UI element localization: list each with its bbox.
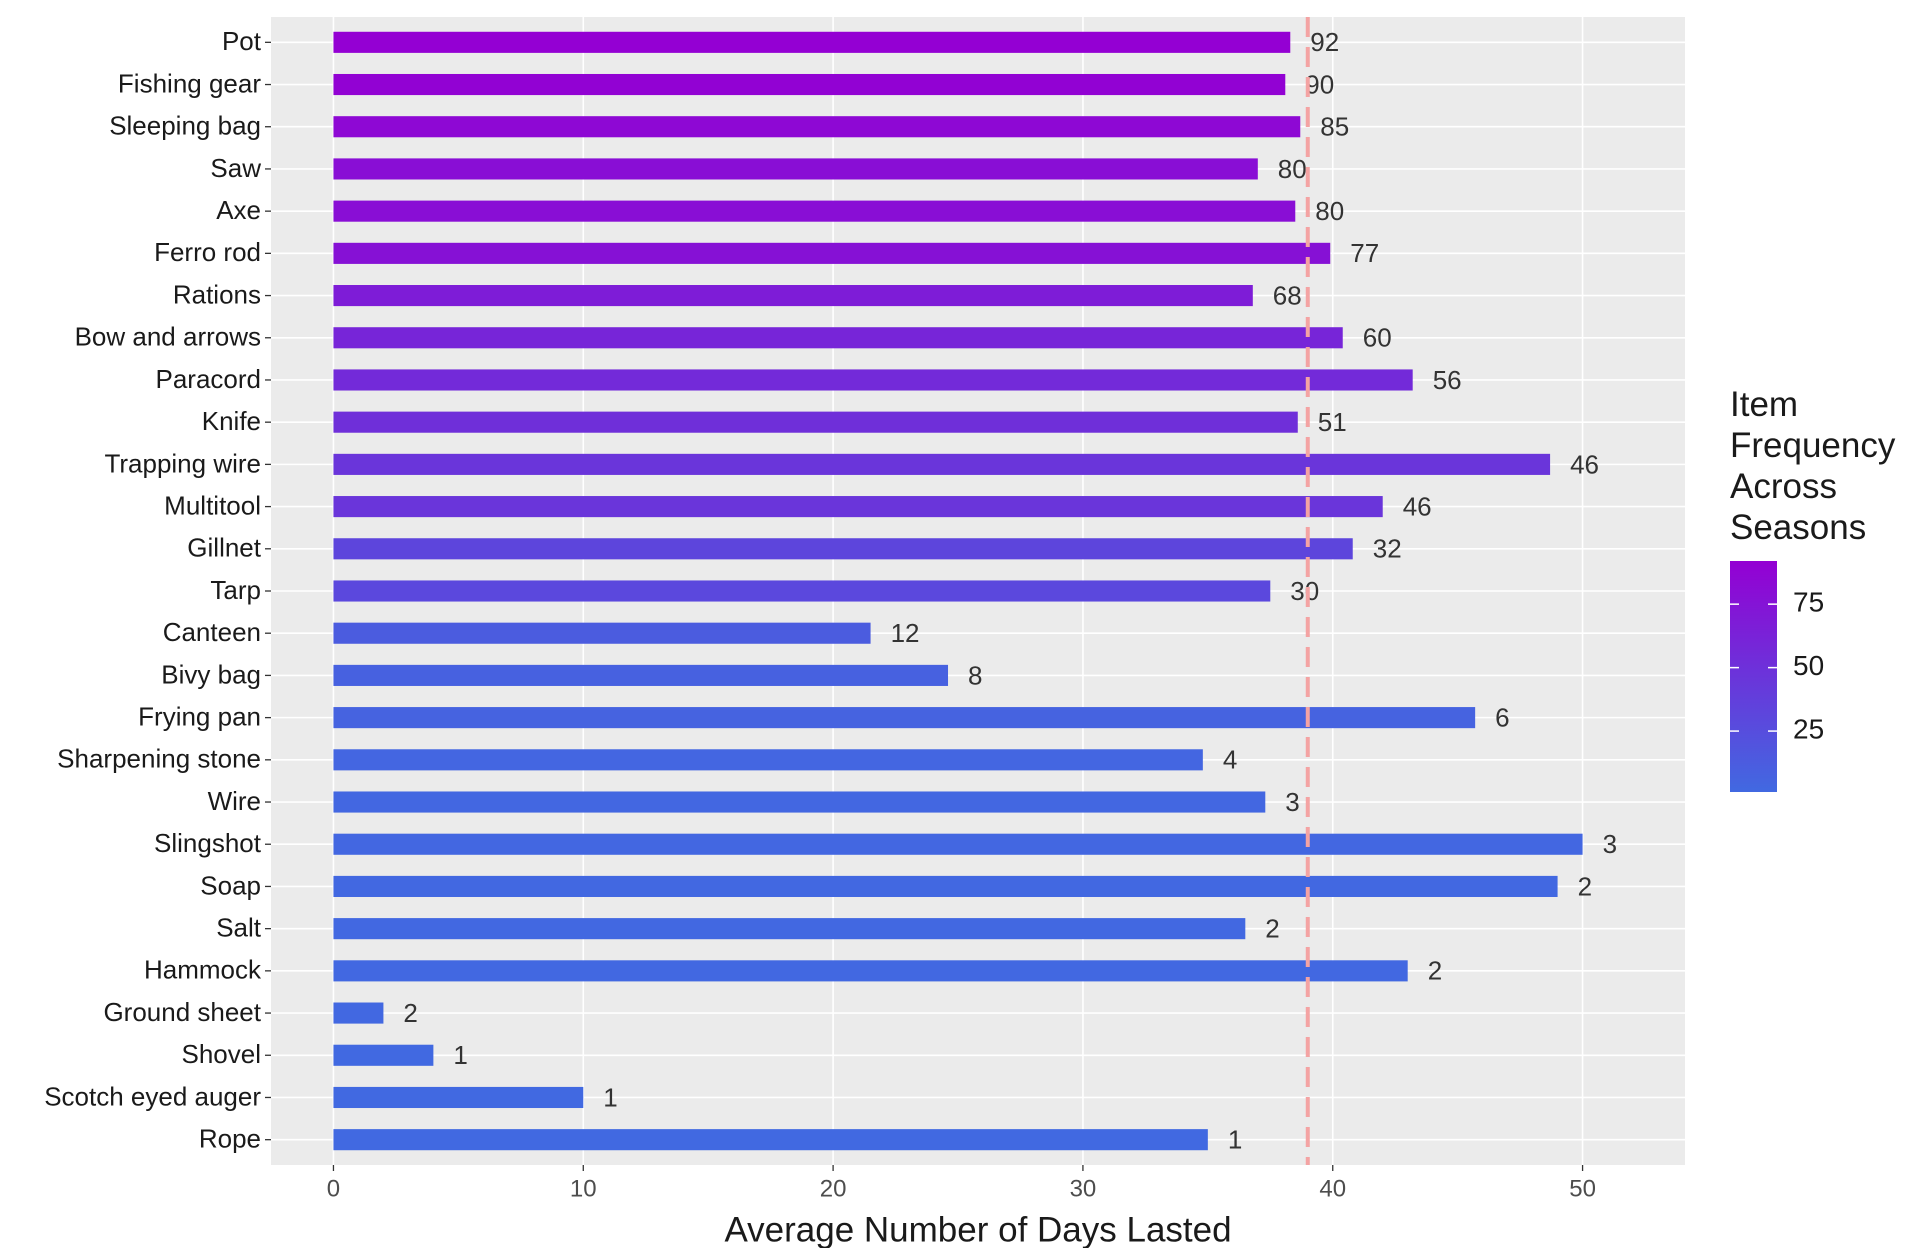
value-label: 6: [1495, 702, 1509, 732]
x-tick-label: 40: [1319, 1175, 1346, 1202]
y-tick-label: Gillnet: [187, 533, 261, 563]
bar: [333, 200, 1296, 222]
y-tick-label: Soap: [200, 870, 261, 900]
x-tick-label: 50: [1569, 1175, 1596, 1202]
y-tick-label: Ferro rod: [154, 237, 261, 267]
bar: [333, 158, 1258, 180]
colorbar-label: 50: [1793, 650, 1824, 681]
value-label: 2: [1428, 956, 1442, 986]
bar: [333, 453, 1551, 475]
bar: [333, 664, 949, 686]
bar: [333, 833, 1583, 855]
bar: [333, 580, 1271, 602]
value-label: 2: [403, 998, 417, 1028]
bar: [333, 1129, 1208, 1151]
bar: [333, 749, 1203, 771]
y-tick-label: Shovel: [182, 1039, 262, 1069]
y-tick-label: Pot: [222, 26, 262, 56]
value-label: 77: [1350, 238, 1379, 268]
y-tick-label: Fishing gear: [118, 68, 261, 98]
y-tick-label: Wire: [208, 786, 261, 816]
y-tick-label: Sleeping bag: [109, 111, 261, 141]
bar: [333, 918, 1246, 940]
value-label: 2: [1578, 871, 1592, 901]
y-tick-label: Tarp: [210, 575, 261, 605]
bar: [333, 411, 1298, 433]
value-label: 3: [1603, 829, 1617, 859]
colorbar: [1730, 561, 1777, 792]
value-label: 92: [1310, 27, 1339, 57]
y-tick-label: Hammock: [144, 955, 262, 985]
y-tick-label: Paracord: [156, 364, 262, 394]
bar: [333, 1044, 434, 1066]
value-label: 1: [453, 1040, 467, 1070]
value-label: 46: [1570, 449, 1599, 479]
value-label: 3: [1285, 787, 1299, 817]
bar: [333, 1086, 584, 1109]
bar: [333, 875, 1558, 897]
y-tick-label: Multitool: [164, 490, 261, 520]
y-tick-label: Axe: [216, 195, 261, 225]
colorbar-label: 25: [1793, 713, 1824, 744]
value-label: 60: [1363, 323, 1392, 353]
y-tick-label: Frying pan: [138, 701, 261, 731]
y-tick-label: Rope: [199, 1124, 261, 1154]
y-tick-label: Slingshot: [154, 828, 262, 858]
y-tick-label: Sharpening stone: [57, 744, 261, 774]
x-tick-label: 20: [820, 1175, 847, 1202]
bar: [333, 538, 1353, 560]
y-tick-label: Bivy bag: [161, 659, 261, 689]
bar: [333, 1002, 384, 1024]
y-tick-label: Knife: [202, 406, 261, 436]
bar: [333, 707, 1476, 729]
y-tick-label: Saw: [210, 153, 261, 183]
value-label: 2: [1265, 914, 1279, 944]
value-label: 1: [603, 1082, 617, 1112]
value-label: 85: [1320, 112, 1349, 142]
bar: [333, 791, 1266, 813]
value-label: 1: [1228, 1125, 1242, 1155]
value-label: 8: [968, 660, 982, 690]
y-tick-label: Canteen: [163, 617, 261, 647]
bar: [333, 369, 1413, 391]
legend-title: Item Frequency Across Seasons: [1730, 385, 1896, 547]
bar: [333, 31, 1291, 53]
y-tick-label: Rations: [173, 279, 261, 309]
value-label: 80: [1315, 196, 1344, 226]
bar: [333, 622, 871, 644]
value-label: 51: [1318, 407, 1347, 437]
bar: [333, 327, 1343, 349]
value-label: 90: [1305, 69, 1334, 99]
value-label: 32: [1373, 534, 1402, 564]
x-tick-label: 10: [570, 1175, 597, 1202]
x-axis-title: Average Number of Days Lasted: [724, 1210, 1231, 1248]
value-label: 30: [1290, 576, 1319, 606]
value-label: 80: [1278, 154, 1307, 184]
y-tick-label: Ground sheet: [103, 997, 261, 1027]
bar: [333, 73, 1286, 96]
x-tick-label: 0: [327, 1175, 340, 1202]
bar: [333, 285, 1253, 307]
value-label: 12: [891, 618, 920, 648]
x-tick-label: 30: [1070, 1175, 1097, 1202]
bar: [333, 960, 1408, 982]
value-label: 4: [1223, 745, 1237, 775]
value-label: 68: [1273, 280, 1302, 310]
bar: [333, 496, 1383, 518]
y-tick-label: Salt: [216, 913, 262, 943]
bar: [333, 116, 1301, 138]
bar: [333, 242, 1331, 264]
y-tick-label: Scotch eyed auger: [44, 1081, 261, 1111]
value-label: 46: [1403, 491, 1432, 521]
y-tick-label: Trapping wire: [104, 448, 261, 478]
colorbar-label: 75: [1793, 587, 1824, 618]
value-label: 56: [1433, 365, 1462, 395]
y-tick-label: Bow and arrows: [75, 322, 261, 352]
